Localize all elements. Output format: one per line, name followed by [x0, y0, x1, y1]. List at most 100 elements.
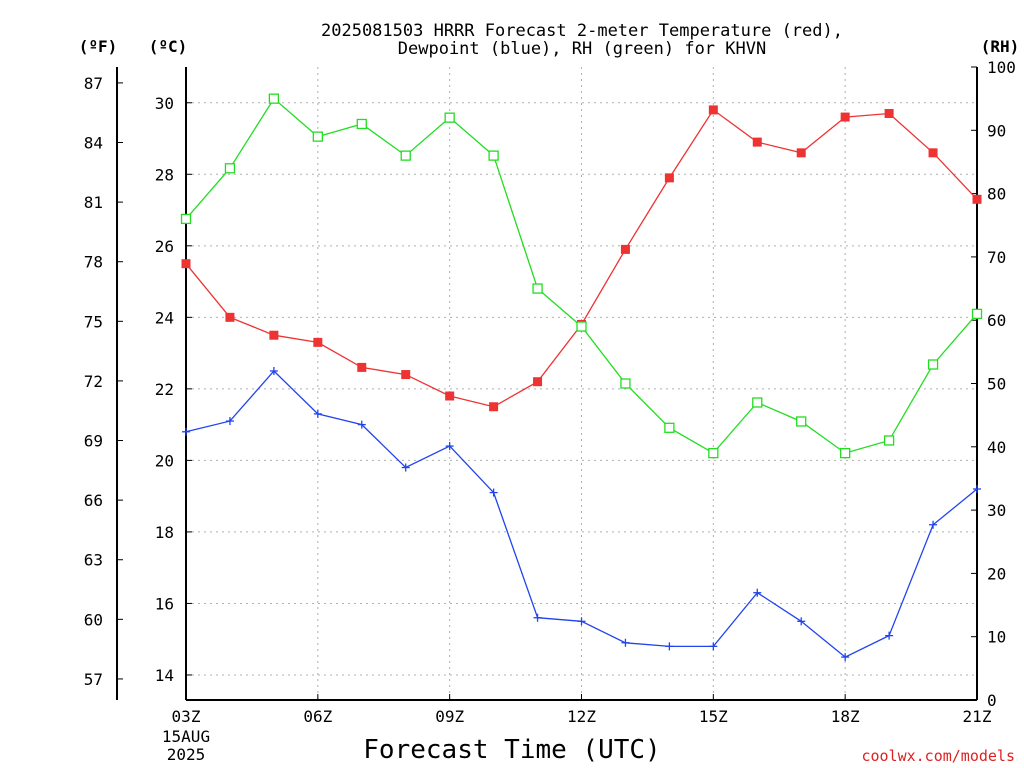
rh-point — [883, 435, 895, 446]
x-tick-label: 12Z — [567, 707, 596, 726]
rh-point — [488, 150, 499, 161]
rh-series — [180, 93, 983, 459]
fahrenheit-tick-label: 72 — [84, 372, 103, 391]
rh-point — [620, 378, 631, 389]
rh-point — [708, 447, 719, 459]
dewpoint-point — [182, 427, 190, 436]
fahrenheit-tick-label: 60 — [84, 610, 103, 629]
grid-lines — [186, 67, 977, 700]
rh-tick-label: 30 — [987, 501, 1006, 520]
chart-title: 2025081503 HRRR Forecast 2-meter Tempera… — [321, 21, 843, 59]
rh-point — [752, 397, 763, 408]
temperature-point — [489, 402, 499, 412]
fahrenheit-tick-label: 66 — [84, 491, 103, 510]
dewpoint-point — [973, 485, 981, 493]
rh-tick-label: 50 — [987, 375, 1006, 394]
rh-point — [180, 213, 192, 225]
dewpoint-point — [753, 588, 762, 597]
rh-point — [268, 93, 280, 104]
celsius-tick-label: 28 — [155, 165, 174, 184]
temperature-point — [884, 108, 894, 118]
celsius-tick-label: 16 — [155, 594, 174, 613]
dewpoint-point — [269, 366, 278, 375]
rh-point — [971, 308, 983, 320]
rh-point — [927, 359, 939, 370]
temperature-point — [225, 312, 235, 322]
x-tick-date-label: 2025 — [167, 745, 206, 764]
temperature-point — [533, 377, 543, 387]
rh-point — [532, 283, 543, 294]
fahrenheit-tick-label: 81 — [84, 193, 103, 212]
dewpoint-point — [313, 409, 322, 418]
x-tick-date-label: 15AUG — [162, 727, 210, 746]
celsius-tick-label: 24 — [155, 308, 174, 327]
rh-unit-label: (RH) — [981, 37, 1020, 56]
temperature-point — [445, 391, 455, 401]
x-tick-label: 15Z — [699, 707, 728, 726]
temperature-point — [357, 362, 367, 372]
temperature-point — [181, 259, 191, 269]
rh-point — [840, 447, 851, 459]
rh-point — [444, 112, 455, 123]
fahrenheit-unit-label: (ºF) — [79, 37, 118, 56]
dewpoint-point — [533, 613, 542, 622]
fahrenheit-tick-label: 57 — [84, 670, 103, 689]
rh-point — [312, 131, 323, 142]
x-tick-label: 18Z — [831, 707, 860, 726]
rh-point — [796, 416, 807, 427]
celsius-tick-label: 22 — [155, 380, 174, 399]
temperature-point — [840, 112, 850, 122]
x-tick-label: 09Z — [435, 707, 464, 726]
rh-tick-label: 80 — [987, 185, 1006, 204]
dewpoint-point — [797, 617, 806, 626]
dewpoint-point — [665, 642, 674, 651]
dewpoint-point — [357, 420, 366, 429]
rh-tick-label: 70 — [987, 248, 1006, 267]
fahrenheit-tick-label: 69 — [84, 432, 103, 451]
rh-tick-label: 40 — [987, 438, 1006, 457]
temperature-point — [708, 105, 718, 115]
x-axis-label: Forecast Time (UTC) — [363, 735, 660, 765]
celsius-tick-label: 18 — [155, 523, 174, 542]
dewpoint-point — [621, 638, 630, 647]
rh-tick-label: 10 — [987, 628, 1006, 647]
temperature-point — [313, 337, 323, 347]
rh-point — [576, 321, 587, 332]
temperature-point — [928, 148, 938, 158]
dewpoint-point — [577, 617, 586, 626]
temperature-point — [796, 148, 806, 158]
rh-tick-label: 90 — [987, 121, 1006, 140]
chart-title-line-1: 2025081503 HRRR Forecast 2-meter Tempera… — [321, 21, 843, 41]
temperature-point — [401, 370, 411, 380]
rh-point — [664, 422, 675, 433]
x-tick-label: 03Z — [172, 707, 201, 726]
data-series — [180, 93, 983, 662]
temperature-point — [752, 137, 762, 147]
celsius-tick-label: 26 — [155, 237, 174, 256]
temperature-point — [664, 173, 674, 183]
fahrenheit-tick-label: 75 — [84, 312, 103, 331]
fahrenheit-tick-label: 84 — [84, 133, 103, 152]
fahrenheit-tick-label: 87 — [84, 74, 103, 93]
rh-tick-label: 0 — [987, 691, 997, 710]
dewpoint-point — [445, 442, 454, 451]
rh-tick-label: 20 — [987, 564, 1006, 583]
temperature-point — [269, 330, 279, 340]
rh-tick-label: 100 — [987, 58, 1016, 77]
dewpoint-point — [401, 463, 410, 472]
fahrenheit-tick-label: 78 — [84, 253, 103, 272]
x-tick-label: 21Z — [963, 707, 992, 726]
axes: 14 16 18 20 22 24 26 28 30 57 60 63 66 69 72 75 78 81 84 87… — [84, 58, 1016, 710]
celsius-tick-label: 20 — [155, 451, 174, 470]
celsius-unit-label: (ºC) — [149, 37, 188, 56]
dewpoint-point — [489, 488, 498, 497]
rh-point — [400, 150, 411, 161]
dewpoint-point — [841, 653, 850, 662]
x-tick-label: 06Z — [303, 707, 332, 726]
dewpoint-point — [225, 417, 234, 426]
dewpoint-point — [929, 520, 938, 529]
rh-point — [356, 118, 367, 130]
dewpoint-point — [885, 631, 894, 640]
